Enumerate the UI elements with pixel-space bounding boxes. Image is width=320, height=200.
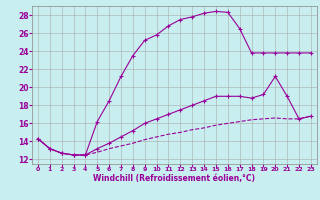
X-axis label: Windchill (Refroidissement éolien,°C): Windchill (Refroidissement éolien,°C)	[93, 174, 255, 183]
